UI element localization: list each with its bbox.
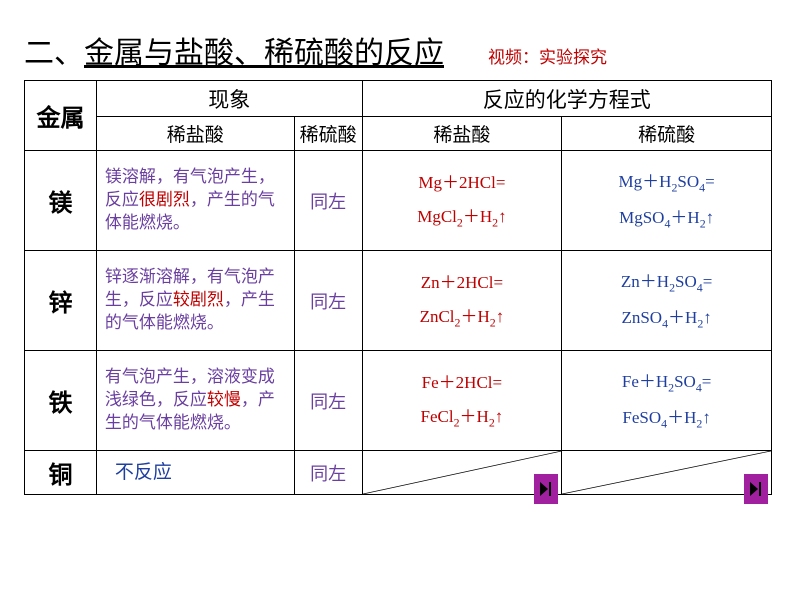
eq-line: ＋H	[460, 407, 489, 426]
section-title: 二、金属与盐酸、稀硫酸的反应	[24, 28, 444, 72]
title-prefix: 二、	[24, 37, 84, 70]
eq-line: ＋H	[463, 207, 492, 226]
table-row-fe: 铁 有气泡产生，溶液变成浅绿色，反应较慢，产生的气体能燃烧。 同左 Fe＋2HC…	[25, 351, 772, 451]
eq-line: =	[702, 372, 712, 391]
gas-arrow: ↑	[498, 207, 507, 226]
equation-fe-h2so4: Fe＋H2SO4= FeSO4＋H2↑	[562, 351, 772, 451]
play-button-1[interactable]	[534, 474, 558, 504]
eq-line: Mg＋2HCl=	[418, 173, 505, 192]
metal-fe: 铁	[25, 351, 97, 451]
phenomenon-mg: 镁溶解，有气泡产生，反应很剧烈，产生的气体能燃烧。	[96, 151, 294, 251]
skip-forward-icon	[750, 482, 762, 496]
title-underline: 金属与盐酸、稀硫酸的反应	[84, 37, 444, 70]
eq-line: ＋H	[670, 208, 699, 227]
equation-fe-hcl: Fe＋2HCl= FeCl2＋H2↑	[362, 351, 562, 451]
eq-line: SO	[674, 372, 696, 391]
subheader-h2so4-2: 稀硫酸	[562, 117, 772, 151]
eq-line: MgSO	[619, 208, 664, 227]
eq-line: Zn＋2HCl=	[421, 273, 503, 292]
phenomenon-zn: 锌逐渐溶解，有气泡产生，反应较剧烈，产生的气体能燃烧。	[96, 251, 294, 351]
same-left: 同左	[294, 451, 362, 495]
phen-emphasis: 很剧烈	[139, 190, 190, 209]
metal-cu: 铜	[25, 451, 97, 495]
phen-emphasis: 较剧烈	[173, 290, 224, 309]
eq-line: SO	[675, 272, 697, 291]
gas-arrow: ↑	[495, 407, 504, 426]
eq-line: Mg＋H	[619, 172, 672, 191]
gas-arrow: ↑	[703, 308, 712, 327]
eq-line: FeCl	[421, 407, 454, 426]
eq-line: Zn＋H	[621, 272, 669, 291]
header-phenomenon: 现象	[96, 81, 362, 117]
metal-zn: 锌	[25, 251, 97, 351]
no-reaction: 不反应	[96, 451, 294, 495]
gas-arrow: ↑	[702, 408, 711, 427]
eq-line: ZnCl	[420, 307, 455, 326]
subheader-hcl-2: 稀盐酸	[362, 117, 562, 151]
play-button-2[interactable]	[744, 474, 768, 504]
reaction-table: 金属 现象 反应的化学方程式 稀盐酸 稀硫酸 稀盐酸 稀硫酸 镁 镁溶解，有气泡…	[24, 80, 772, 495]
same-left: 同左	[294, 151, 362, 251]
phen-emphasis: 较慢	[207, 390, 241, 409]
equation-zn-h2so4: Zn＋H2SO4= ZnSO4＋H2↑	[562, 251, 772, 351]
eq-line: =	[705, 172, 715, 191]
eq-line: SO	[677, 172, 699, 191]
eq-line: ＋H	[667, 408, 696, 427]
metal-mg: 镁	[25, 151, 97, 251]
phenomenon-fe: 有气泡产生，溶液变成浅绿色，反应较慢，产生的气体能燃烧。	[96, 351, 294, 451]
header-metal: 金属	[25, 81, 97, 151]
equation-zn-hcl: Zn＋2HCl= ZnCl2＋H2↑	[362, 251, 562, 351]
skip-forward-icon	[540, 482, 552, 496]
subheader-h2so4-1: 稀硫酸	[294, 117, 362, 151]
eq-line: FeSO	[622, 408, 661, 427]
eq-line: =	[703, 272, 713, 291]
eq-line: Fe＋H	[622, 372, 668, 391]
table-row-mg: 镁 镁溶解，有气泡产生，反应很剧烈，产生的气体能燃烧。 同左 Mg＋2HCl= …	[25, 151, 772, 251]
same-left: 同左	[294, 351, 362, 451]
header-equation: 反应的化学方程式	[362, 81, 771, 117]
table-row-cu: 铜 不反应 同左	[25, 451, 772, 495]
same-left: 同左	[294, 251, 362, 351]
equation-mg-h2so4: Mg＋H2SO4= MgSO4＋H2↑	[562, 151, 772, 251]
eq-line: MgCl	[417, 207, 457, 226]
gas-arrow: ↑	[706, 208, 715, 227]
empty-diagonal	[362, 451, 562, 495]
eq-line: Fe＋2HCl=	[422, 373, 502, 392]
video-link[interactable]: 视频：实验探究	[488, 43, 607, 68]
eq-line: ZnSO	[621, 308, 662, 327]
table-row-zn: 锌 锌逐渐溶解，有气泡产生，反应较剧烈，产生的气体能燃烧。 同左 Zn＋2HCl…	[25, 251, 772, 351]
subheader-hcl-1: 稀盐酸	[96, 117, 294, 151]
eq-line: ＋H	[668, 308, 697, 327]
equation-mg-hcl: Mg＋2HCl= MgCl2＋H2↑	[362, 151, 562, 251]
empty-diagonal	[562, 451, 772, 495]
eq-line: ＋H	[460, 307, 489, 326]
gas-arrow: ↑	[496, 307, 505, 326]
